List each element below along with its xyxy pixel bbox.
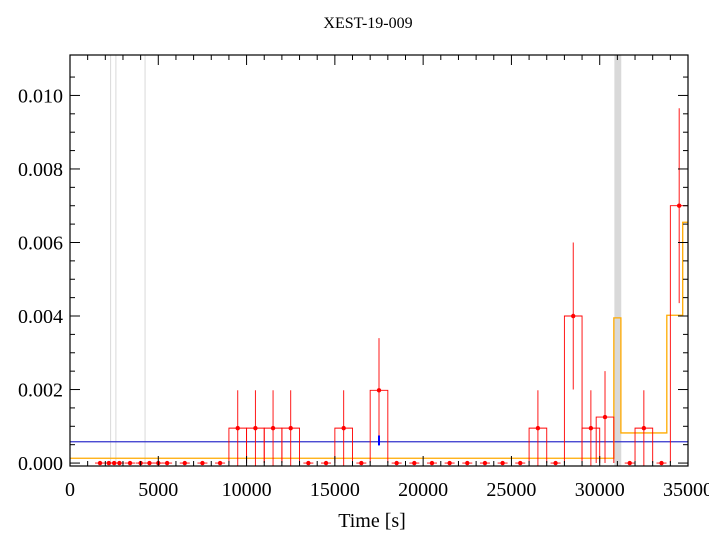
data-point-1 bbox=[106, 460, 112, 466]
data-point-30 bbox=[553, 460, 558, 466]
data-point-25 bbox=[465, 460, 470, 466]
x-tick-label-6: 30000 bbox=[575, 479, 625, 501]
data-point-18 bbox=[341, 425, 346, 431]
data-point-23 bbox=[429, 460, 435, 466]
data-point-8 bbox=[164, 460, 170, 466]
x-tick-label-4: 20000 bbox=[398, 479, 448, 501]
data-point-27 bbox=[500, 460, 505, 466]
data-point-36 bbox=[659, 460, 664, 466]
data-point-15 bbox=[288, 425, 293, 431]
data-point-4 bbox=[127, 460, 133, 466]
data-point-10 bbox=[200, 460, 205, 466]
data-point-19 bbox=[359, 460, 364, 466]
data-point-11 bbox=[217, 460, 223, 466]
data-point-33 bbox=[602, 414, 608, 420]
data-point-32 bbox=[588, 425, 594, 431]
data-point-9 bbox=[182, 460, 187, 466]
x-tick-label-3: 15000 bbox=[310, 479, 360, 501]
data-point-22 bbox=[412, 460, 417, 466]
x-tick-label-0: 0 bbox=[65, 479, 75, 501]
data-point-31 bbox=[571, 313, 576, 319]
data-point-3 bbox=[117, 460, 122, 466]
data-point-2 bbox=[111, 460, 117, 466]
data-point-35 bbox=[641, 425, 647, 431]
data-point-0 bbox=[97, 460, 103, 466]
x-tick-label-5: 25000 bbox=[486, 479, 536, 501]
data-point-6 bbox=[147, 460, 152, 466]
y-tick-label-2: 0.004 bbox=[18, 306, 63, 328]
data-point-13 bbox=[253, 425, 258, 431]
data-point-26 bbox=[482, 460, 488, 466]
data-point-14 bbox=[270, 425, 276, 431]
x-tick-label-7: 35000 bbox=[663, 479, 709, 501]
data-point-34 bbox=[627, 460, 632, 466]
x-axis-label: Time [s] bbox=[338, 510, 406, 532]
data-point-29 bbox=[535, 425, 541, 431]
data-point-16 bbox=[306, 460, 311, 466]
plot-area bbox=[70, 55, 688, 466]
x-tick-label-1: 5000 bbox=[138, 479, 178, 501]
data-point-12 bbox=[235, 425, 240, 431]
data-gap-band bbox=[614, 55, 622, 466]
data-point-28 bbox=[518, 460, 523, 466]
y-tick-label-0: 0.000 bbox=[18, 453, 63, 475]
data-point-21 bbox=[394, 460, 399, 466]
data-point-37 bbox=[676, 203, 682, 208]
data-point-20 bbox=[376, 388, 382, 393]
y-tick-label-3: 0.006 bbox=[18, 232, 63, 254]
data-point-17 bbox=[323, 460, 329, 466]
axes: 0 5000 10000 15000 20000 25000 30000 35000 0.000… bbox=[18, 54, 709, 501]
x-tick-label-2: 10000 bbox=[222, 479, 272, 501]
y-tick-label-1: 0.002 bbox=[18, 380, 63, 402]
plot-content bbox=[70, 55, 688, 466]
y-tick-label-5: 0.010 bbox=[18, 85, 63, 107]
y-tick-label-4: 0.008 bbox=[18, 159, 63, 181]
chart-title: XEST-19-009 bbox=[323, 15, 412, 32]
data-point-24 bbox=[447, 460, 452, 466]
